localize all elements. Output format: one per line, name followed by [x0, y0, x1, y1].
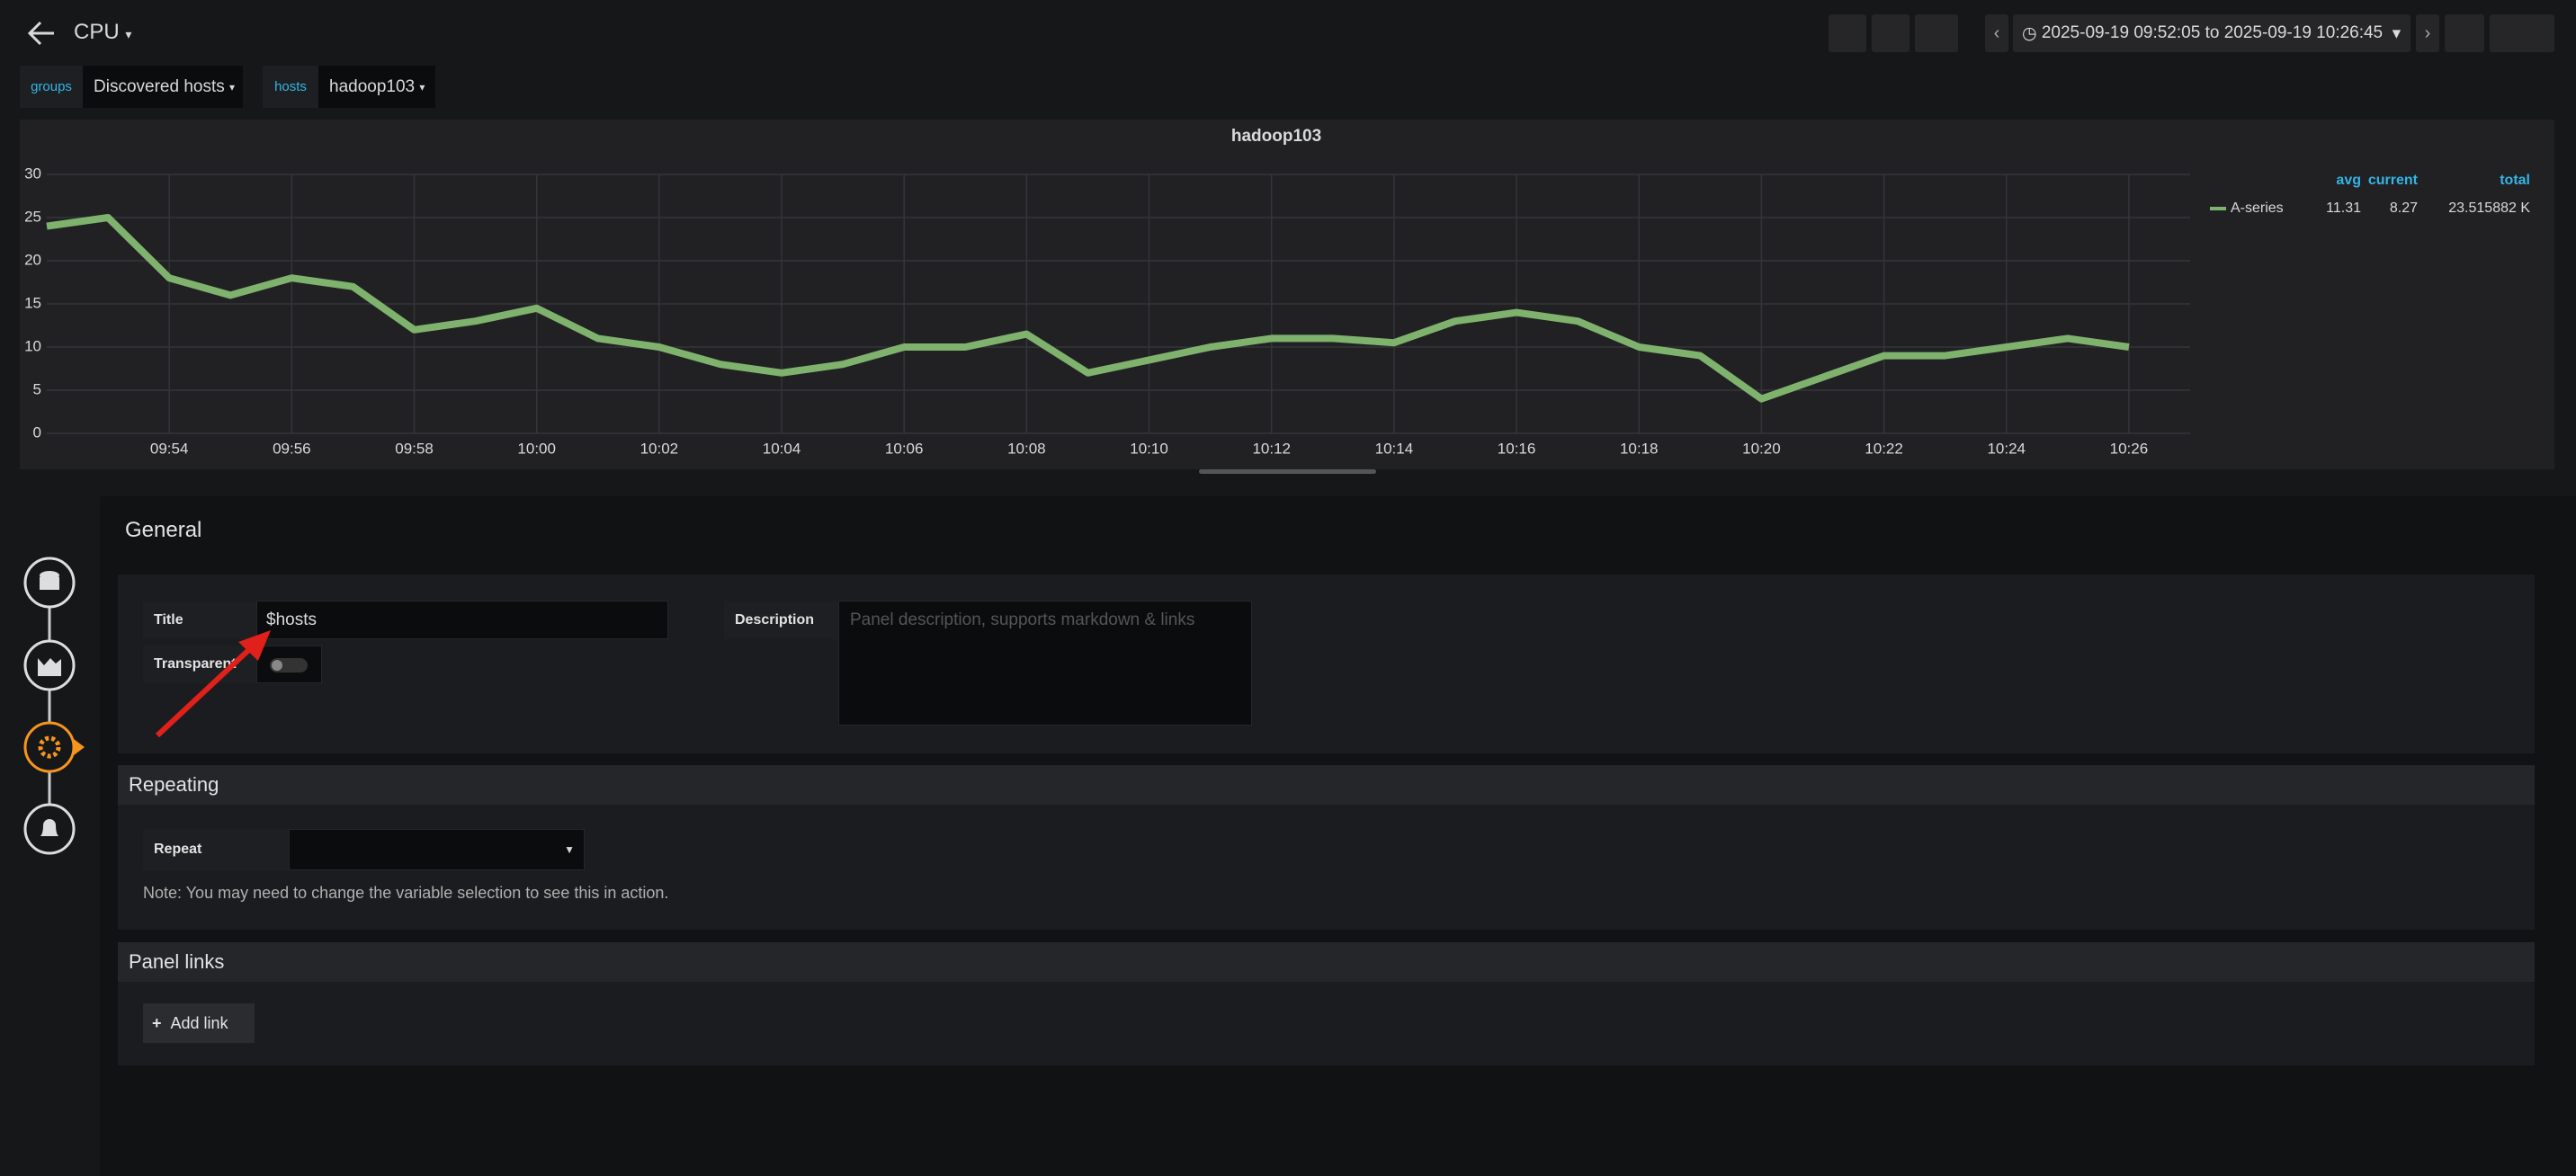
legend-header: current: [2368, 173, 2419, 188]
input-value: $hosts: [266, 610, 317, 629]
y-tick-label: 20: [24, 251, 41, 268]
y-tick-label: 10: [24, 337, 41, 354]
legend-entry: A-series: [2231, 200, 2284, 216]
title-input[interactable]: $hosts: [256, 601, 668, 639]
variable-label: groups: [20, 66, 83, 108]
x-tick-label: 09:54: [150, 440, 189, 457]
repeat-select[interactable]: ▼: [289, 829, 585, 870]
y-tick-label: 5: [33, 380, 41, 397]
variable-dropdown[interactable]: hadoop103 ▾: [318, 66, 435, 108]
x-tick-label: 09:56: [273, 440, 311, 457]
variable-dropdown[interactable]: Discovered hosts ▾: [83, 66, 243, 108]
add-link-button[interactable]: + Add link: [143, 1003, 255, 1043]
settings-button[interactable]: [1915, 14, 1958, 52]
editor-tabs: [23, 557, 85, 855]
legend-value: 11.31: [2326, 200, 2361, 216]
chart: hadoop103 0 5 10 15 20 25 30 09:54 09:56 09:58 10:…: [24, 127, 2530, 457]
legend-header: avg: [2336, 173, 2361, 188]
form-label: Title: [143, 601, 256, 639]
legend-header: total: [2500, 173, 2530, 188]
variable-value: Discovered hosts: [94, 76, 225, 96]
variable-value: hadoop103: [329, 76, 416, 96]
x-tick-label: 10:08: [1007, 440, 1046, 457]
zoom-out[interactable]: [2445, 14, 2484, 52]
x-tick-label: 10:14: [1375, 440, 1414, 457]
form-label: Transparent: [143, 646, 256, 683]
description-input[interactable]: Panel description, supports markdown & l…: [838, 601, 1252, 726]
graph-panel: [20, 120, 2554, 469]
time-back[interactable]: ‹: [1985, 14, 2008, 52]
resize-handle[interactable]: [1199, 469, 1376, 474]
form-label: Repeat: [143, 829, 289, 870]
y-tick-label: 25: [24, 208, 41, 225]
annotation-arrow: [155, 630, 271, 738]
x-tick-label: 10:00: [517, 440, 556, 457]
share-button[interactable]: [1829, 14, 1866, 52]
legend-value: 8.27: [2390, 200, 2418, 216]
transparent-switch[interactable]: [256, 646, 322, 683]
x-tick-label: 09:58: [395, 440, 434, 457]
y-tick-label: 0: [33, 423, 41, 441]
x-tick-label: 10:02: [640, 440, 679, 457]
x-tick-label: 10:04: [763, 440, 801, 457]
legend-swatch: [2210, 207, 2226, 210]
section-heading: Repeating: [118, 765, 2535, 805]
time-range: 2025-09-19 09:52:05 to 2025-09-19 10:26:…: [2041, 23, 2384, 42]
variable-label: hosts: [263, 66, 318, 108]
switch-knob: [272, 660, 282, 671]
legend-value: 23.515882 K: [2448, 200, 2530, 216]
section-heading: Panel links: [118, 942, 2535, 982]
links-section: [118, 982, 2535, 1065]
save-button[interactable]: [1872, 14, 1910, 52]
x-tick-label: 10:24: [1987, 440, 2026, 457]
time-picker[interactable]: ◷ 2025-09-19 09:52:05 to 2025-09-19 10:2…: [2013, 14, 2411, 52]
x-tick-label: 10:06: [885, 440, 924, 457]
placeholder: Panel description, supports markdown & l…: [850, 610, 1195, 629]
title-text: CPU: [74, 20, 120, 44]
dashboard-title[interactable]: CPU ▾: [74, 20, 132, 44]
series-line: [46, 214, 2130, 403]
refresh[interactable]: [2490, 14, 2554, 52]
switch-track: [270, 658, 308, 673]
x-tick-label: 10:16: [1498, 440, 1536, 457]
x-tick-label: 10:20: [1742, 440, 1781, 457]
y-tick-label: 30: [24, 165, 41, 182]
note: Note: You may need to change the variabl…: [143, 884, 669, 902]
x-tick-label: 10:26: [2110, 440, 2149, 457]
x-tick-label: 10:18: [1620, 440, 1659, 457]
section-heading: General: [125, 518, 202, 542]
x-tick-label: 10:22: [1865, 440, 1903, 457]
back-button[interactable]: [27, 20, 56, 47]
y-tick-label: 15: [24, 294, 41, 311]
x-tick-label: 10:10: [1130, 440, 1168, 457]
form-label: Description: [724, 601, 838, 639]
chart-title: hadoop103: [1231, 127, 1321, 146]
time-forward[interactable]: ›: [2416, 14, 2439, 52]
x-tick-label: 10:12: [1252, 440, 1291, 457]
button-text: Add link: [170, 1013, 228, 1032]
general-tab[interactable]: [23, 721, 76, 773]
